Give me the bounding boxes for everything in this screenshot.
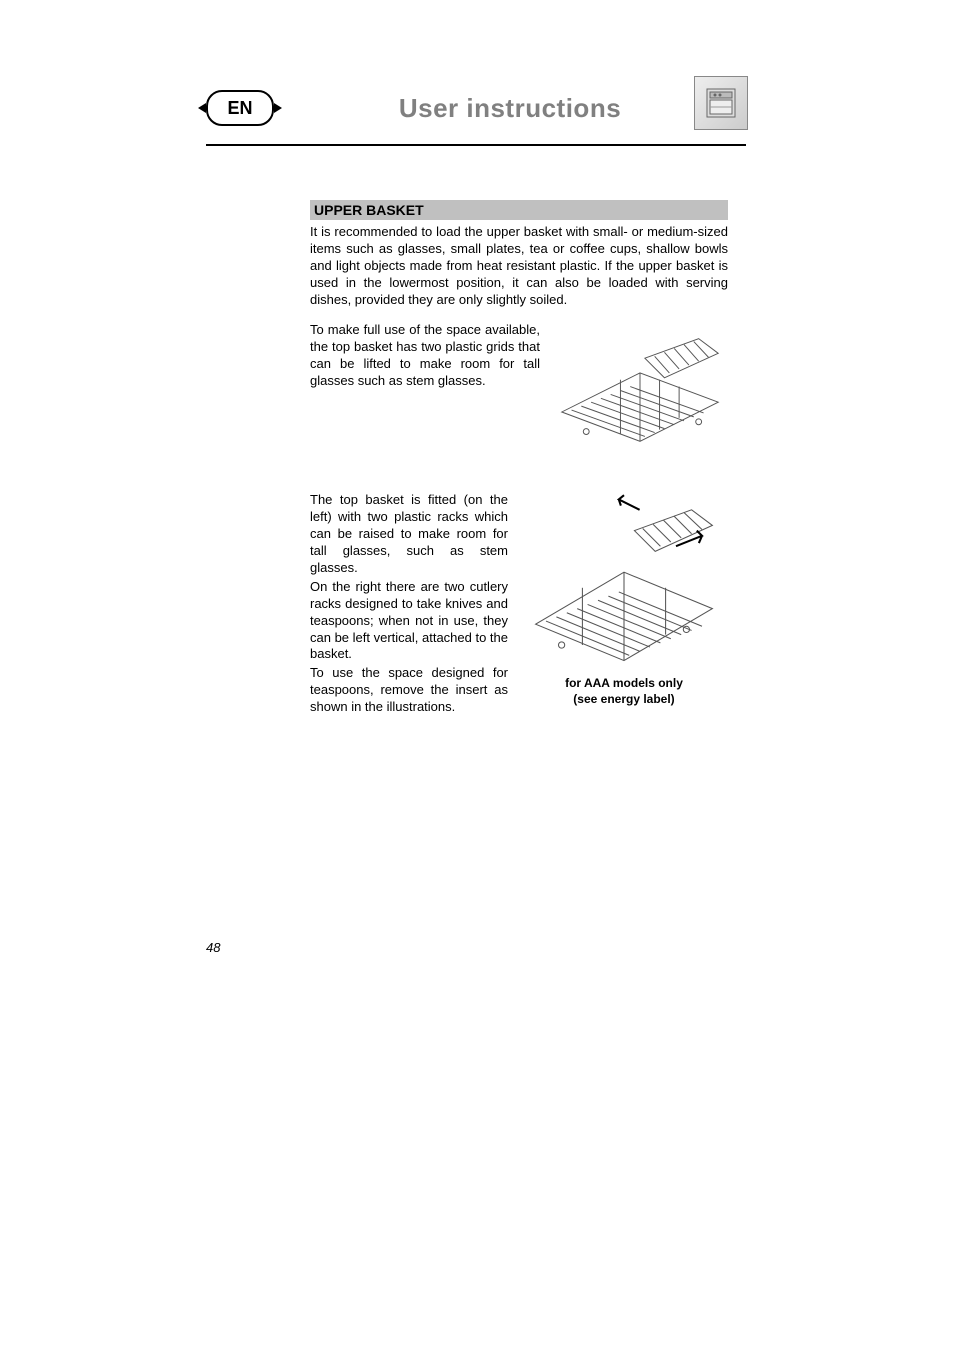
language-badge: EN <box>206 90 274 126</box>
racks-figure-column: for AAA models only (see energy label) <box>520 492 728 718</box>
page-header: EN User instructions <box>206 78 746 138</box>
intro-paragraph: It is recommended to load the upper bask… <box>310 224 728 308</box>
page-number: 48 <box>206 940 220 955</box>
manual-page: EN User instructions UPPER BASKET It is … <box>0 0 954 1351</box>
header-rule <box>206 144 746 146</box>
racks-para-b: On the right there are two cutlery racks… <box>310 579 508 663</box>
upper-basket-grids-illustration <box>552 322 728 452</box>
block-grids: To make full use of the space available,… <box>310 322 728 452</box>
section-heading: UPPER BASKET <box>310 200 728 220</box>
content-area: UPPER BASKET It is recommended to load t… <box>310 200 728 718</box>
racks-paragraphs: The top basket is fitted (on the left) w… <box>310 492 508 718</box>
caption-line-2: (see energy label) <box>573 692 674 706</box>
language-code: EN <box>227 98 252 119</box>
page-title: User instructions <box>274 93 746 124</box>
dishwasher-icon <box>694 76 748 130</box>
block-racks: The top basket is fitted (on the left) w… <box>310 492 728 718</box>
caption-line-1: for AAA models only <box>565 676 683 690</box>
grids-paragraph: To make full use of the space available,… <box>310 322 540 452</box>
figure-caption: for AAA models only (see energy label) <box>565 676 683 707</box>
racks-para-a: The top basket is fitted (on the left) w… <box>310 492 508 576</box>
racks-para-c: To use the space designed for teaspoons,… <box>310 665 508 716</box>
upper-basket-racks-illustration <box>520 492 728 672</box>
